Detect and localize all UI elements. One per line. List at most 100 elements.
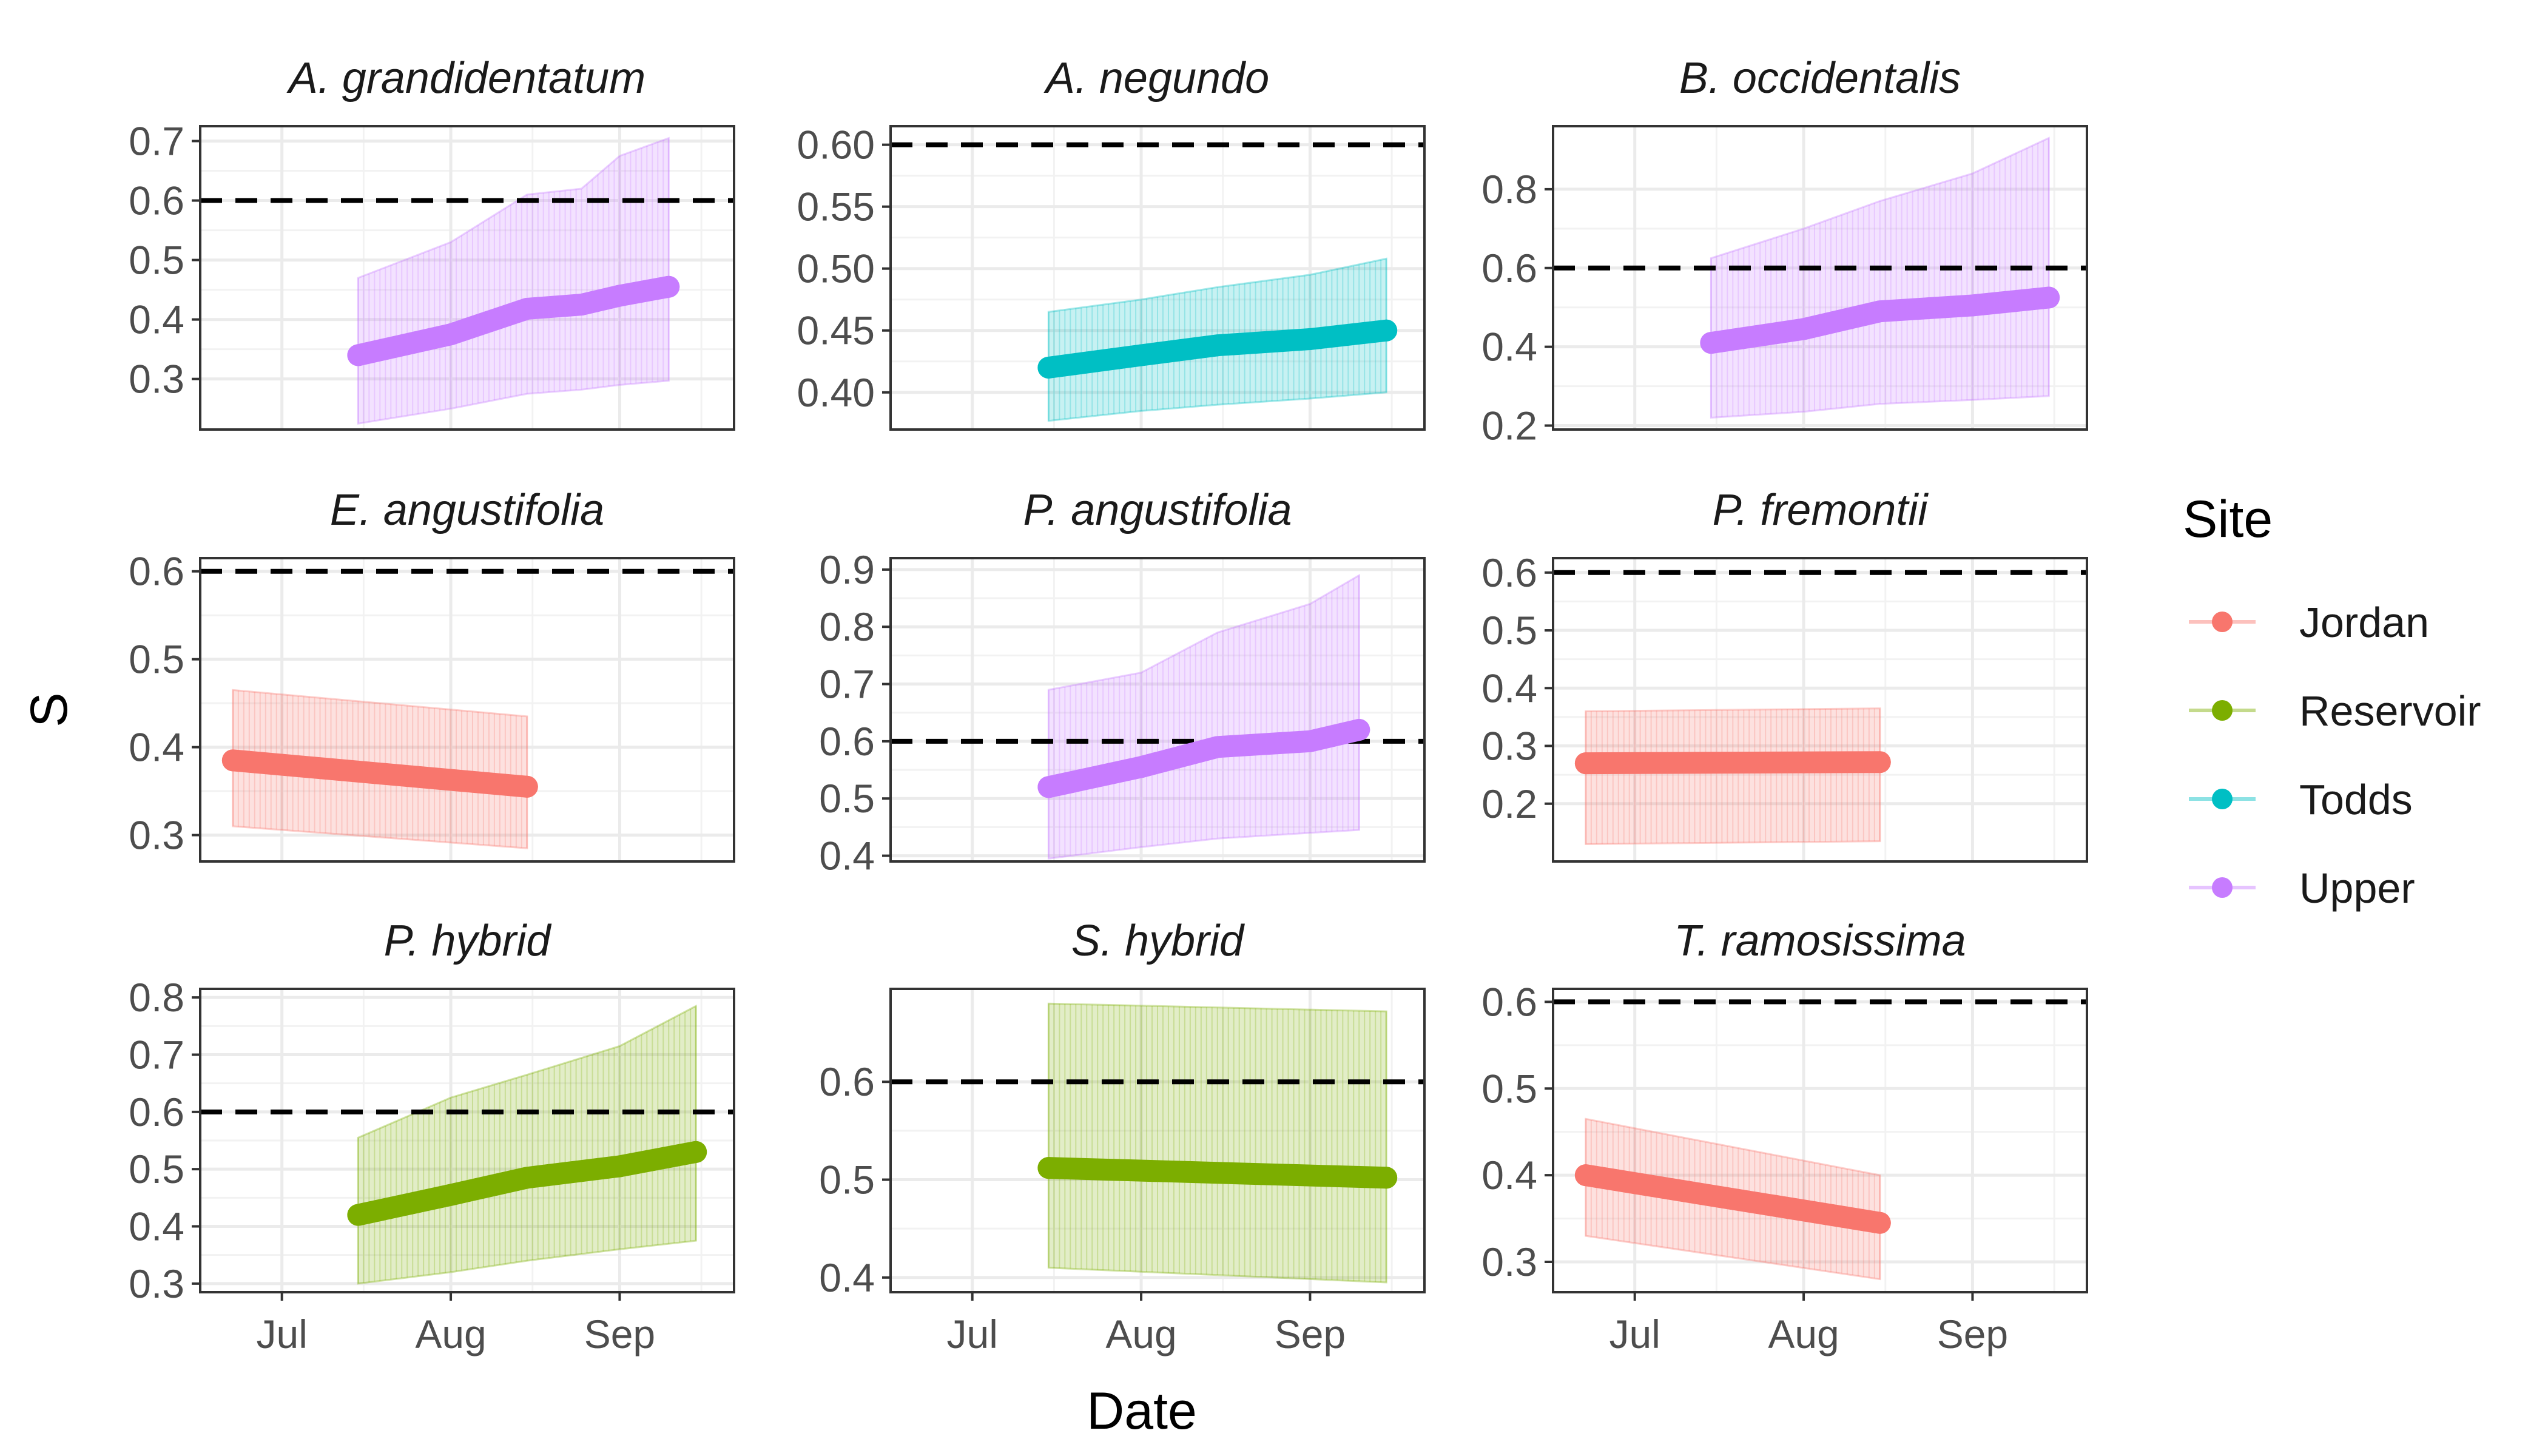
panel: B. occidentalis 0.2 0.4 0.6 0.8 [1481, 54, 2088, 448]
legend-key-dot [2212, 877, 2233, 898]
data-point [608, 1155, 631, 1178]
data-point [1037, 1157, 1060, 1179]
panel-border [1552, 988, 2088, 1293]
data-point [1869, 300, 1891, 323]
panel-background [1553, 126, 2087, 430]
panel-title: T. ramosissima [1674, 917, 1966, 965]
y-tick-label: 0.5 [819, 1158, 875, 1202]
y-tick-label: 0.45 [797, 308, 875, 353]
y-tick-label: 0.2 [1481, 781, 1537, 826]
data-point [570, 294, 593, 316]
y-tick-label: 0.2 [1481, 403, 1537, 448]
y-tick-label: 0.3 [1481, 1239, 1537, 1284]
y-tick-label: 0.3 [1481, 724, 1537, 769]
y-tick-label: 0.4 [129, 1204, 184, 1249]
y-tick-label: 0.4 [1481, 1153, 1537, 1198]
y-tick-label: 0.55 [797, 184, 875, 229]
y-tick-label: 0.9 [819, 547, 875, 592]
data-point [516, 775, 538, 798]
legend-key-dot [2212, 612, 2233, 632]
data-point [347, 344, 369, 366]
y-tick-label: 0.8 [129, 975, 184, 1020]
y-tick-label: 0.3 [129, 1261, 184, 1306]
panel-background [200, 558, 734, 861]
confidence-band [357, 1004, 697, 1285]
y-tick-label: 0.3 [129, 357, 184, 402]
y-tick-label: 0.8 [819, 604, 875, 649]
data-point [1574, 752, 1597, 775]
panel-title: P. fremontii [1713, 486, 1929, 534]
y-tick-label: 0.4 [129, 725, 184, 770]
y-tick-label: 0.5 [129, 637, 184, 682]
panel-border [889, 125, 1426, 431]
y-tick-label: 0.4 [1481, 666, 1537, 710]
data-point [440, 323, 462, 346]
legend-label: Jordan [2299, 599, 2429, 646]
data-point [516, 1167, 538, 1189]
panel-title: P. hybrid [384, 917, 552, 965]
x-tick-label: Aug [415, 1312, 486, 1357]
data-point [685, 1141, 707, 1163]
panel-background [1553, 558, 2087, 861]
panel-title: E. angustifolia [330, 486, 604, 534]
series-line [1574, 1164, 1891, 1234]
panel-border [1552, 557, 2088, 863]
data-point [1793, 318, 1815, 340]
data-point [1130, 756, 1153, 778]
panel-border [889, 557, 1426, 863]
data-point [2038, 286, 2060, 309]
y-tick-label: 0.4 [819, 834, 875, 878]
y-tick-label: 0.5 [129, 1147, 184, 1191]
y-tick-label: 0.6 [129, 549, 184, 594]
y-tick-label: 0.40 [797, 370, 875, 415]
y-tick-label: 0.6 [129, 178, 184, 223]
x-tick-label: Jul [947, 1312, 998, 1357]
panel-title: P. angustifolia [1023, 486, 1292, 534]
x-tick-label: Sep [584, 1312, 655, 1357]
data-point [347, 1204, 369, 1226]
data-point [608, 285, 631, 307]
panel: P. angustifolia 0.4 0.5 0.6 0.7 0.8 0.9 [819, 486, 1426, 878]
panel-title: A. negundo [1043, 54, 1269, 103]
panel-background [891, 126, 1424, 430]
panel-background [891, 558, 1424, 861]
data-point [1375, 319, 1398, 342]
data-point [1961, 294, 1984, 317]
data-point [1700, 332, 1722, 354]
legend-label: Todds [2299, 776, 2413, 823]
confidence-band [1585, 707, 1881, 845]
y-tick-label: 0.3 [129, 813, 184, 858]
panel-background [891, 989, 1424, 1292]
legend-label: Upper [2299, 864, 2415, 912]
y-tick-label: 0.5 [1481, 608, 1537, 653]
panels-group: A. grandidentatum 0.3 0.4 0.5 0.6 0.7 A. negun… [129, 54, 2088, 1357]
data-point [1206, 334, 1228, 357]
data-point [1037, 776, 1060, 798]
error-bars [1048, 575, 1360, 859]
legend-label: Reservoir [2299, 687, 2481, 735]
data-point [1375, 1167, 1398, 1189]
y-tick-label: 0.4 [129, 297, 184, 342]
confidence-band [1047, 1002, 1387, 1284]
x-tick-label: Sep [1937, 1312, 2008, 1357]
legend-key-dot [2212, 789, 2233, 809]
y-tick-label: 0.50 [797, 246, 875, 291]
series-line [1037, 1157, 1398, 1189]
y-tick-label: 0.5 [819, 776, 875, 821]
panel: P. fremontii 0.2 0.3 0.4 0.5 0.6 [1481, 486, 2088, 863]
data-point [516, 297, 538, 320]
panel-title: S. hybrid [1071, 917, 1245, 965]
x-tick-label: Aug [1105, 1312, 1176, 1357]
data-point [1574, 1164, 1597, 1187]
y-tick-label: 0.6 [819, 719, 875, 764]
y-tick-label: 0.5 [129, 238, 184, 283]
y-axis-title: S [20, 692, 78, 727]
panel: T. ramosissima 0.3 0.4 0.5 0.6 Jul Aug Sep [1481, 917, 2088, 1357]
y-tick-label: 0.6 [1481, 550, 1537, 595]
data-point [1130, 344, 1153, 366]
confidence-band [357, 136, 670, 425]
panel: P. hybrid 0.3 0.4 0.5 0.6 0.7 0.8 Jul Aug Sep [129, 917, 735, 1357]
panel-border [889, 988, 1426, 1293]
data-point [1299, 730, 1321, 752]
error-bars [1048, 1003, 1387, 1282]
